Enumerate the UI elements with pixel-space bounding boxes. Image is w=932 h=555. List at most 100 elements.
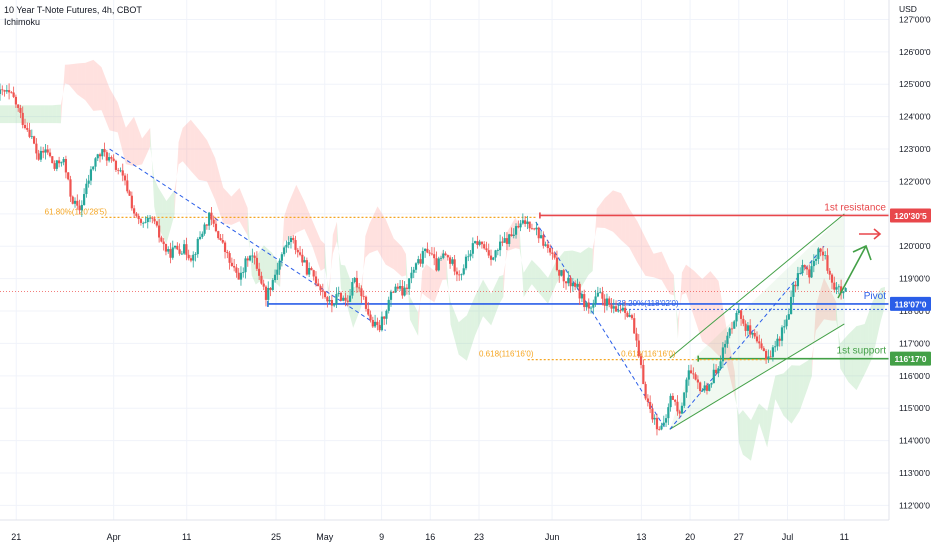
candle-body: [105, 152, 108, 161]
candle-body: [451, 259, 454, 264]
candle-body: [842, 291, 845, 294]
candle-body: [62, 158, 65, 163]
candle-body: [46, 149, 49, 153]
candle-body: [769, 356, 772, 358]
cloud-segment: [89, 59, 94, 111]
candle-body: [467, 256, 470, 258]
candle-body: [660, 425, 663, 430]
cloud-segment: [397, 242, 402, 277]
candle-body: [378, 324, 381, 331]
cloud-segment: [44, 105, 49, 124]
candle-body: [403, 287, 406, 296]
candle-body: [539, 235, 543, 239]
cloud-segment: [795, 365, 800, 418]
cloud-segment: [755, 403, 760, 442]
candle-body: [583, 294, 586, 308]
candle-body: [437, 258, 440, 271]
candle-body: [321, 290, 324, 292]
candle-body: [446, 255, 449, 258]
cloud-segment: [105, 77, 110, 131]
time-tick-label: 13: [636, 532, 646, 542]
candle-body: [649, 401, 652, 410]
candle-body: [562, 270, 565, 282]
channel-upper-line: [669, 213, 845, 359]
cloud-segment: [807, 356, 812, 389]
cloud-segment: [101, 67, 106, 121]
candle-body: [837, 286, 840, 288]
cloud-segment: [190, 119, 195, 176]
candle-body: [576, 283, 579, 287]
candle-body: [351, 281, 354, 296]
candle-body: [3, 90, 6, 92]
indicator-name: Ichimoku: [4, 17, 41, 27]
candle-body: [619, 310, 622, 312]
cloud-segment: [121, 115, 126, 165]
cloud-segment: [223, 187, 228, 225]
candle-body: [544, 244, 547, 246]
cloud-segment: [117, 102, 122, 149]
cloud-segment: [353, 286, 358, 328]
candle-body: [208, 212, 211, 226]
cloud-segment: [40, 105, 45, 124]
candle-body: [214, 223, 218, 232]
time-tick-label: 11: [182, 532, 191, 542]
cloud-segment: [324, 243, 329, 307]
candle-body: [580, 294, 584, 299]
price-tick-label: 112'00'0: [899, 500, 930, 510]
candle-body: [271, 280, 274, 290]
cloud-segment: [235, 187, 240, 224]
cloud-segment: [113, 95, 118, 133]
candle-body: [348, 295, 352, 302]
candle-body: [449, 257, 452, 264]
fib-label: 0.618(116'16'0): [479, 350, 534, 359]
candle-body: [676, 401, 679, 412]
candle-body: [217, 231, 220, 239]
cloud-segment: [401, 246, 406, 277]
candle-body: [508, 234, 511, 244]
cloud-segment: [673, 275, 678, 339]
candle-body: [621, 307, 624, 311]
candle-body: [183, 244, 186, 254]
candle-body: [119, 170, 122, 172]
grid: [0, 0, 889, 520]
time-axis-bg: [0, 520, 932, 550]
cloud-segment: [202, 134, 208, 182]
level-price-tag: [890, 208, 931, 223]
candle-body: [169, 249, 172, 258]
time-tick-label: Apr: [107, 532, 121, 542]
cloud-segment: [4, 105, 9, 124]
candle-body: [805, 267, 809, 270]
candle-body: [746, 325, 749, 331]
candle-body: [651, 409, 654, 420]
ichimoku-cloud: [0, 59, 885, 461]
candle-body: [221, 239, 224, 243]
price-tick-label: 117'00'0: [899, 338, 930, 348]
candle-body: [12, 92, 15, 97]
candle-body: [44, 149, 47, 153]
cloud-segment: [856, 325, 861, 391]
candle-body: [628, 315, 631, 317]
candle-body: [714, 369, 718, 374]
cloud-segment: [198, 129, 203, 181]
candle-body: [839, 286, 843, 294]
candle-body: [53, 163, 56, 169]
candle-body: [712, 369, 715, 384]
cloud-segment: [409, 296, 415, 328]
candle-body: [339, 292, 343, 301]
cloud-segment: [832, 293, 837, 321]
candle-body: [601, 292, 604, 299]
candle-body: [771, 347, 775, 357]
cloud-segment: [819, 277, 825, 325]
candle-body: [401, 285, 404, 296]
candle-body: [683, 392, 686, 406]
cloud-segment: [211, 149, 216, 201]
cloud-segment: [36, 105, 41, 124]
candle-body: [223, 242, 227, 252]
cloud-segment: [284, 203, 289, 242]
candle-body: [585, 302, 588, 308]
candle-body: [564, 281, 568, 284]
time-axis[interactable]: 21 Apr 11 25 May 9 16 23 Jun 13 20 27 Jul 11: [0, 519, 932, 550]
